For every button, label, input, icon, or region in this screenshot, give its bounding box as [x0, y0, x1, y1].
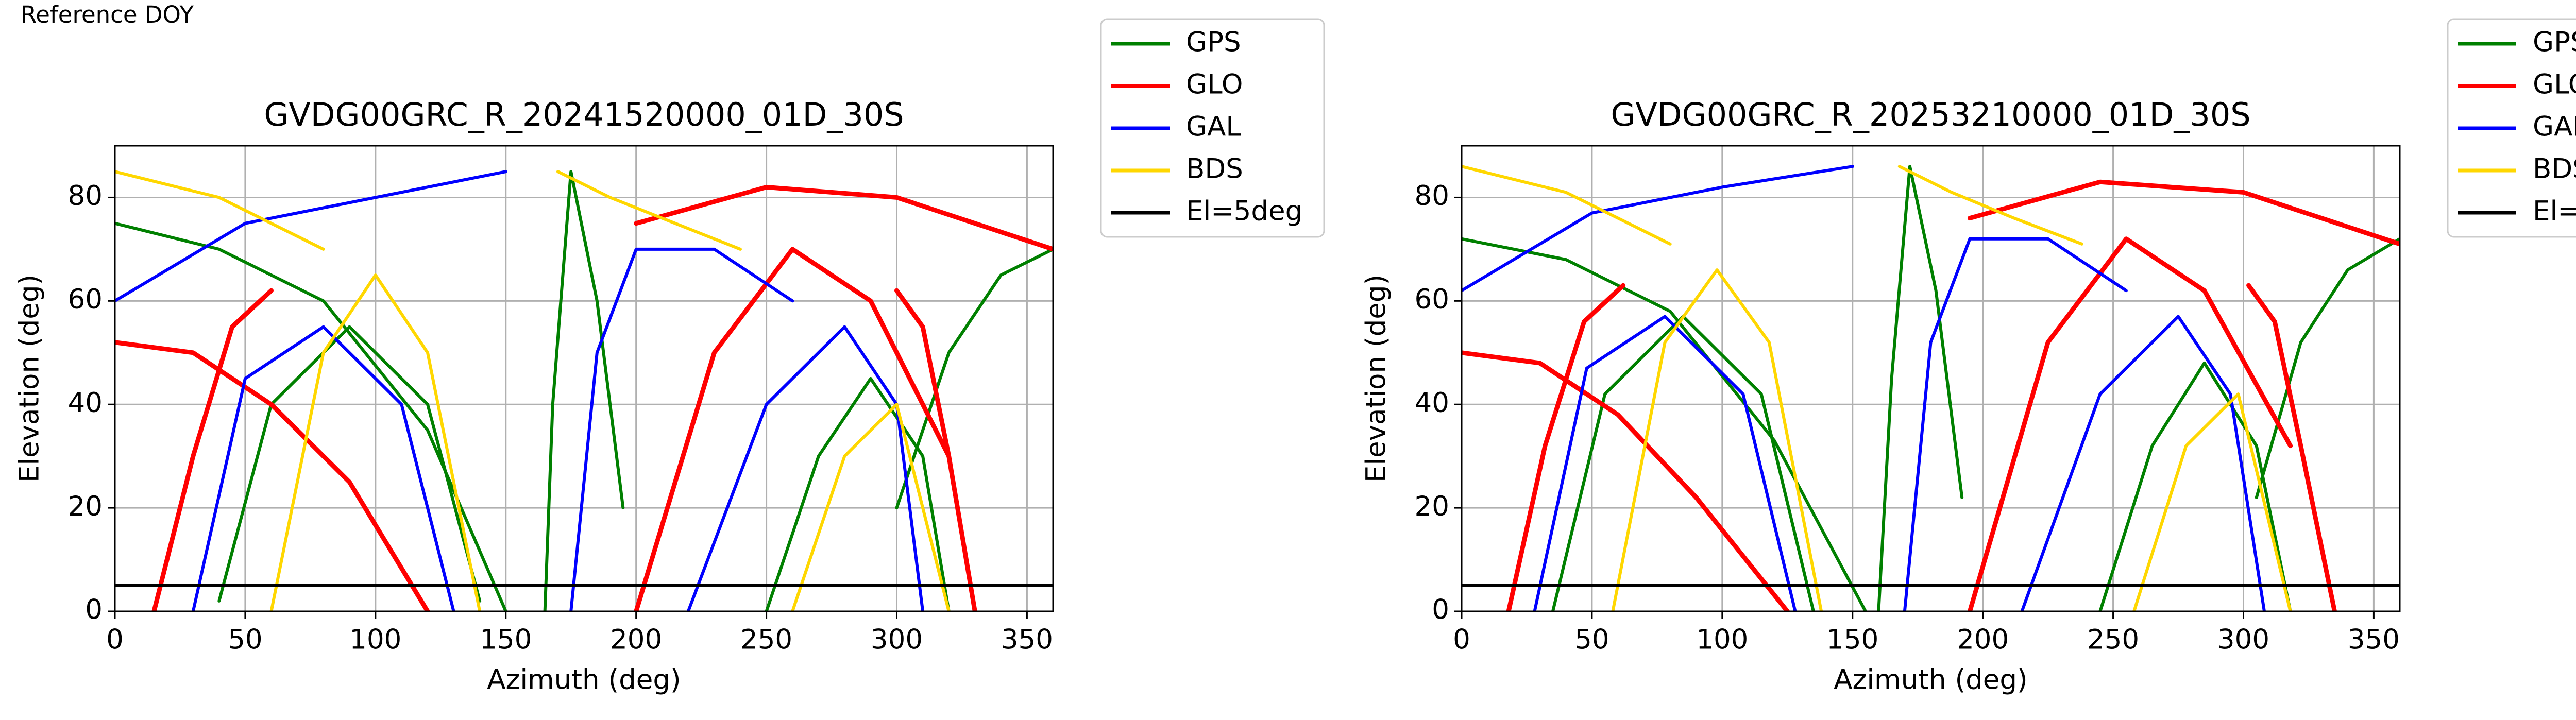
legend-label: GPS — [1186, 27, 1241, 58]
x-tick-label: 100 — [1696, 624, 1748, 656]
legend-label: GLO — [1186, 69, 1243, 100]
satellite-track — [1462, 165, 2292, 611]
x-tick-label: 100 — [349, 624, 401, 656]
legend-label: GPS — [2533, 27, 2576, 58]
x-tick-label: 50 — [1574, 624, 1609, 656]
legend-label: BDS — [1186, 153, 1243, 185]
x-axis-label: Azimuth (deg) — [1834, 664, 2028, 696]
x-tick-label: 250 — [740, 624, 792, 656]
chart-title: GVDG00GRC_R_20253210000_01D_30S — [1611, 96, 2250, 133]
legend-label: GLO — [2533, 69, 2576, 100]
axes-frame — [1461, 145, 2401, 612]
chart-panel: 0 50 100 150 200 250 300 350 0 20 40 60 80 GVDG00GRC_… — [14, 18, 1325, 696]
y-tick-label: 0 — [85, 594, 103, 626]
y-tick-label: 60 — [1415, 284, 1449, 315]
x-tick-label: 150 — [1826, 624, 1878, 656]
x-tick-label: 300 — [871, 624, 923, 656]
satellite-track — [115, 170, 925, 611]
x-tick-label: 150 — [480, 624, 532, 656]
y-tick-label: 20 — [1415, 491, 1449, 522]
x-tick-label: 300 — [2217, 624, 2269, 656]
legend-label: GAL — [1186, 111, 1241, 143]
chart-title: GVDG00GRC_R_20241520000_01D_30S — [264, 96, 904, 133]
x-axis-label: Azimuth (deg) — [487, 664, 681, 696]
x-tick-label: 350 — [1001, 624, 1053, 656]
x-tick-label: 0 — [1453, 624, 1470, 656]
x-tick-label: 0 — [106, 624, 124, 656]
y-tick-label: 80 — [1415, 180, 1449, 212]
chart-panel: 0 50 100 150 200 250 300 350 0 20 40 60 80 GVDG00GRC_… — [1361, 18, 2576, 696]
satellite-track — [115, 170, 1053, 611]
y-tick-label: 60 — [68, 284, 103, 315]
x-tick-label: 50 — [228, 624, 262, 656]
plot-area — [1462, 165, 2400, 611]
legend-label: El=5deg — [2533, 196, 2576, 227]
x-tick-label: 250 — [2087, 624, 2139, 656]
legend-label: El=5deg — [1186, 196, 1302, 227]
x-tick-label: 200 — [1957, 624, 2009, 656]
legend-frame — [1100, 18, 1325, 238]
y-axis-label: Elevation (deg) — [1361, 275, 1392, 483]
y-tick-label: 40 — [1415, 387, 1449, 419]
satellite-track — [1462, 165, 2266, 611]
y-tick-label: 40 — [68, 387, 103, 419]
y-axis-label: Elevation (deg) — [14, 275, 45, 483]
satellite-track — [1462, 179, 2400, 611]
satellite-track — [115, 184, 1053, 611]
legend-label: GAL — [2533, 111, 2576, 143]
y-tick-label: 20 — [68, 491, 103, 522]
axes-frame — [114, 145, 1054, 612]
legend-label: BDS — [2533, 153, 2576, 185]
plot-area — [115, 170, 1053, 611]
x-tick-label: 200 — [610, 624, 662, 656]
y-tick-label: 80 — [68, 180, 103, 212]
x-tick-label: 350 — [2348, 624, 2400, 656]
reference-label: Reference DOY — [21, 1, 194, 28]
y-tick-label: 0 — [1432, 594, 1449, 626]
satellite-track — [115, 170, 951, 611]
